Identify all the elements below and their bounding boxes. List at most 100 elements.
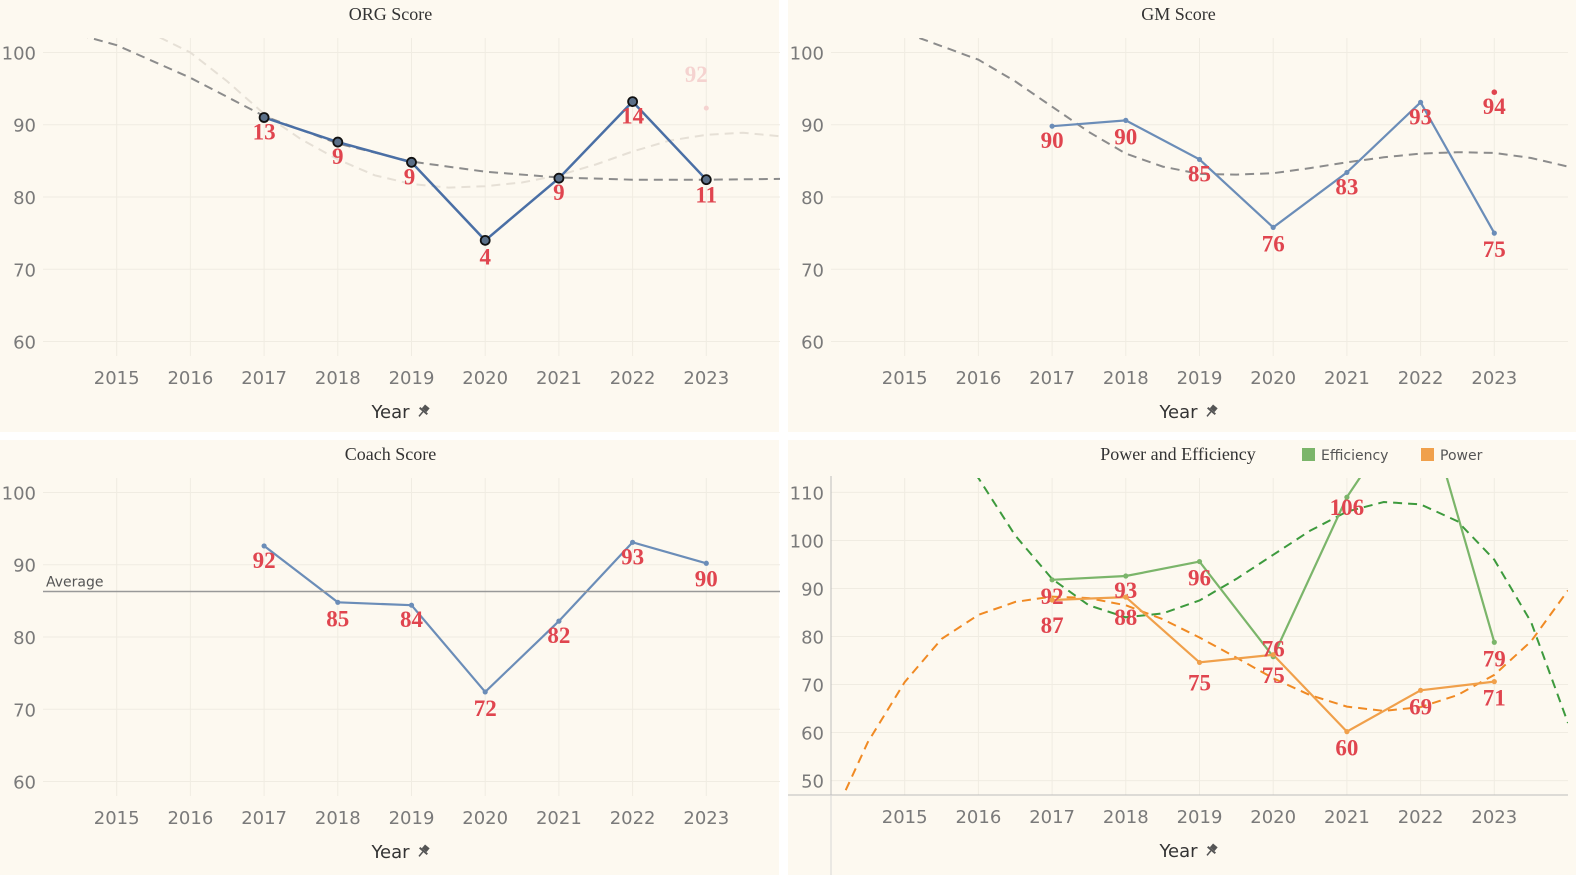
x-tick-label: 2019 [389,368,435,389]
x-tick-label: 2022 [610,808,656,829]
power-efficiency-chart: Power and Efficiency Efficiency Power 2015 2… [788,444,1568,875]
x-tick-label: 2015 [94,368,140,389]
data-point [627,96,638,107]
legend-label-efficiency: Efficiency [1321,448,1388,464]
y-tick-label: 100 [2,43,36,64]
y-tick-label: 100 [790,43,824,64]
coach-score-panel: Coach Score 2015 2016 2017 2018 2019 2020 2021 2… [0,440,780,875]
x-tick-label: 2020 [462,368,508,389]
data-label: 88 [1114,605,1137,630]
chart-title: GM Score [1141,4,1216,24]
y-tick-label: 60 [801,333,824,354]
trend-line [919,38,1568,176]
legend-label-power: Power [1440,448,1483,464]
data-point [1196,558,1203,565]
data-point [1418,687,1424,693]
trend-line [844,589,1568,791]
data-point [479,234,491,246]
data-label: 92 [253,548,276,573]
x-tick-label: 2015 [882,807,928,828]
data-label: 90 [1041,128,1064,153]
chart-title: Power and Efficiency [1100,444,1256,464]
gm-score-panel: GM Score 2015 2016 2017 2018 2019 2020 2021 2022… [788,0,1576,432]
pin-icon [418,404,430,417]
x-tick-label: 2019 [389,808,435,829]
data-label: 106 [1330,495,1365,520]
x-axis-label: Year [370,842,410,863]
data-point [332,136,344,148]
data-label: 87 [1041,613,1064,638]
x-tick-label: 2023 [1471,368,1517,389]
y-tick-label: 80 [13,188,36,209]
x-tick-label: 2021 [536,808,582,829]
data-label: 9 [404,164,416,189]
y-tick-label: 50 [801,772,824,793]
x-tick-label: 2018 [1103,807,1149,828]
y-tick-label: 60 [801,724,824,745]
data-label: 90 [1114,124,1137,149]
y-tick-label: 70 [13,260,36,281]
x-tick-label: 2020 [1250,807,1296,828]
x-tick-label: 2020 [462,808,508,829]
plot-area [919,38,1568,234]
data-label: 14 [621,104,645,129]
x-tick-label: 2021 [1324,807,1370,828]
x-tick-label: 2022 [1398,807,1444,828]
x-tick-label: 2017 [1029,807,1075,828]
y-tick-label: 90 [801,579,824,600]
x-tick-label: 2023 [683,808,729,829]
org-score-chart: ORG Score 2015 2016 2017 2018 2019 2020 2021 202… [2,4,780,423]
data-label: 9 [553,180,565,205]
y-tick-label: 100 [2,483,36,504]
ghost-point [703,105,709,111]
data-point [1049,597,1055,603]
x-tick-label: 2016 [955,807,1001,828]
x-tick-label: 2022 [610,368,656,389]
data-label: 76 [1262,231,1285,256]
x-tick-label: 2018 [315,808,361,829]
data-label: 75 [1188,670,1211,695]
y-tick-label: 90 [13,556,36,577]
y-tick-label: 70 [13,700,36,721]
data-label: 71 [1483,686,1506,711]
data-point [700,174,712,186]
ghost-point-label: 92 [685,62,708,87]
data-point [1270,224,1276,230]
x-axis-label: Year [370,402,410,423]
data-point [1196,659,1203,666]
x-axis-label: Year [1158,402,1198,423]
pin-icon [1206,404,1218,417]
x-tick-label: 2020 [1250,368,1296,389]
data-label: 79 [1483,646,1506,671]
data-point [335,599,341,605]
data-label: 83 [1335,174,1358,199]
y-tick-label: 60 [13,773,36,794]
data-point [482,689,488,695]
x-tick-label: 2018 [1103,368,1149,389]
x-tick-label: 2016 [167,808,213,829]
y-tick-label: 90 [801,116,824,137]
data-point [1049,577,1055,583]
ghost-trend-line [158,38,780,189]
x-tick-label: 2019 [1177,807,1223,828]
data-point [1344,729,1350,735]
gm-score-chart: GM Score 2015 2016 2017 2018 2019 2020 2021 2022… [790,4,1568,423]
data-label: 96 [1188,566,1211,591]
x-axis-label: Year [1158,841,1198,862]
y-tick-label: 110 [790,483,824,504]
x-tick-label: 2023 [1471,807,1517,828]
data-label: 93 [1409,104,1432,129]
data-label: 85 [1188,161,1211,186]
x-tick-label: 2018 [315,368,361,389]
data-point [1491,230,1497,236]
x-tick-label: 2021 [536,368,582,389]
data-point [556,618,562,624]
data-label: 13 [253,120,276,145]
data-label: 4 [479,244,491,269]
y-tick-label: 60 [13,333,36,354]
data-point [1270,652,1276,658]
data-point [1491,639,1497,645]
data-label: 94 [1483,94,1507,119]
data-point [408,602,415,608]
data-label: 84 [400,607,424,632]
